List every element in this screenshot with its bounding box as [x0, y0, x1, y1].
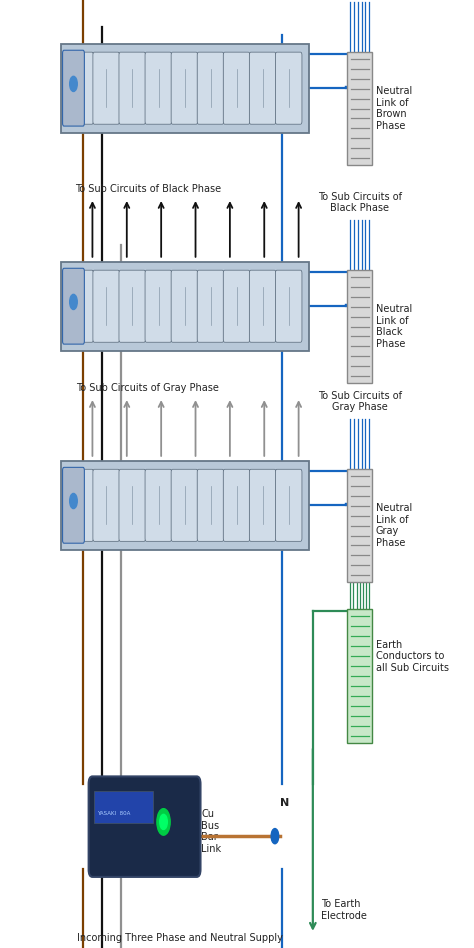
FancyBboxPatch shape — [93, 469, 119, 541]
FancyBboxPatch shape — [67, 469, 93, 541]
FancyBboxPatch shape — [197, 52, 224, 124]
Text: To Earth
Electrode: To Earth Electrode — [321, 900, 367, 921]
Circle shape — [70, 494, 77, 509]
FancyBboxPatch shape — [347, 270, 372, 383]
Text: Incoming Three Phase and Neutral Supply: Incoming Three Phase and Neutral Supply — [77, 933, 283, 943]
FancyBboxPatch shape — [347, 609, 372, 743]
FancyBboxPatch shape — [347, 469, 372, 582]
Circle shape — [157, 809, 170, 835]
FancyBboxPatch shape — [145, 270, 172, 342]
FancyBboxPatch shape — [67, 270, 93, 342]
FancyBboxPatch shape — [197, 469, 224, 541]
FancyBboxPatch shape — [249, 52, 276, 124]
FancyBboxPatch shape — [94, 791, 153, 823]
Text: To Sub Circuits of
Gray Phase: To Sub Circuits of Gray Phase — [318, 391, 402, 412]
Circle shape — [160, 814, 167, 830]
FancyBboxPatch shape — [197, 270, 224, 342]
FancyBboxPatch shape — [347, 52, 372, 165]
FancyBboxPatch shape — [145, 52, 172, 124]
FancyBboxPatch shape — [119, 469, 146, 541]
FancyBboxPatch shape — [119, 270, 146, 342]
FancyBboxPatch shape — [171, 52, 198, 124]
FancyBboxPatch shape — [249, 469, 276, 541]
FancyBboxPatch shape — [249, 270, 276, 342]
Text: Neutral
Link of
Gray
Phase: Neutral Link of Gray Phase — [376, 503, 412, 548]
FancyBboxPatch shape — [223, 469, 250, 541]
FancyBboxPatch shape — [119, 52, 146, 124]
FancyBboxPatch shape — [275, 52, 302, 124]
Text: To Sub Circuits of
Black Phase: To Sub Circuits of Black Phase — [318, 191, 402, 213]
Text: Neutral
Link of
Brown
Phase: Neutral Link of Brown Phase — [376, 86, 412, 131]
FancyBboxPatch shape — [275, 469, 302, 541]
FancyBboxPatch shape — [63, 268, 84, 344]
FancyBboxPatch shape — [171, 270, 198, 342]
FancyBboxPatch shape — [145, 469, 172, 541]
FancyBboxPatch shape — [89, 776, 201, 877]
FancyBboxPatch shape — [63, 50, 84, 126]
FancyBboxPatch shape — [93, 270, 119, 342]
FancyBboxPatch shape — [61, 461, 309, 550]
Circle shape — [271, 829, 279, 844]
FancyBboxPatch shape — [63, 467, 84, 543]
FancyBboxPatch shape — [67, 52, 93, 124]
FancyBboxPatch shape — [223, 270, 250, 342]
FancyBboxPatch shape — [275, 270, 302, 342]
Text: Earth
Conductors to
all Sub Circuits: Earth Conductors to all Sub Circuits — [376, 640, 449, 673]
Text: To Sub Circuits of Gray Phase: To Sub Circuits of Gray Phase — [76, 383, 219, 393]
Text: To Sub Circuits of Black Phase: To Sub Circuits of Black Phase — [75, 184, 221, 194]
FancyBboxPatch shape — [61, 262, 309, 351]
Text: Cu
Bus
Bar
Link: Cu Bus Bar Link — [201, 809, 221, 854]
Text: Neutral
Link of
Black
Phase: Neutral Link of Black Phase — [376, 304, 412, 349]
Circle shape — [70, 77, 77, 92]
FancyBboxPatch shape — [93, 52, 119, 124]
FancyBboxPatch shape — [61, 44, 309, 133]
Text: YASAKI  80A: YASAKI 80A — [97, 811, 130, 816]
Circle shape — [70, 295, 77, 309]
FancyBboxPatch shape — [223, 52, 250, 124]
Text: N: N — [280, 798, 289, 808]
FancyBboxPatch shape — [171, 469, 198, 541]
